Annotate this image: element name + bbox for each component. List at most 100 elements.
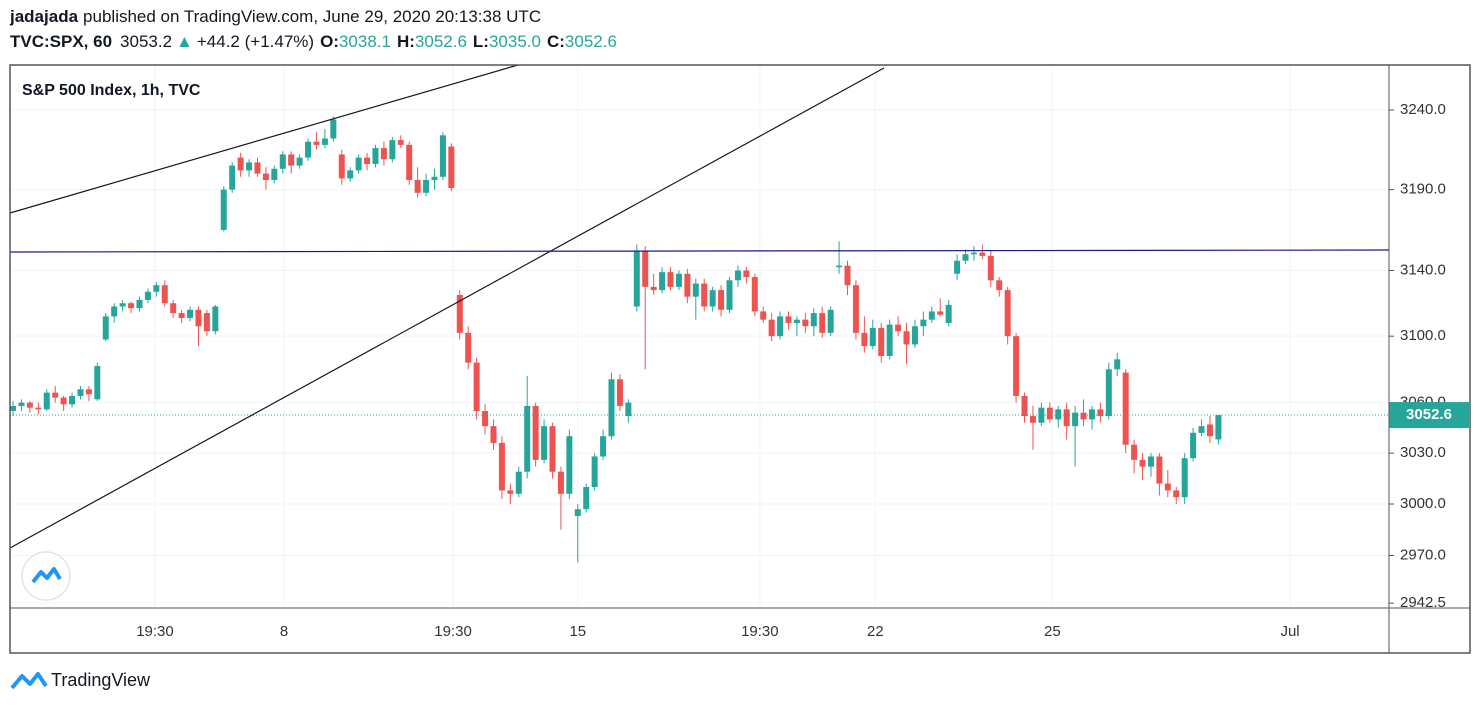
candle-body xyxy=(793,319,800,323)
candle-body xyxy=(1131,444,1138,460)
close-label: C: xyxy=(547,32,565,51)
drawings xyxy=(9,64,1390,549)
candle-body xyxy=(439,135,446,177)
candle-body xyxy=(305,141,312,158)
candle-body xyxy=(35,407,42,410)
author: jadajada xyxy=(9,7,79,26)
candle-body xyxy=(1029,416,1036,423)
candle-body xyxy=(541,426,548,460)
candle-body xyxy=(262,173,269,181)
candle-body xyxy=(954,260,961,274)
candle-body xyxy=(903,331,910,345)
y-tick-label: 2970.0 xyxy=(1400,546,1446,563)
candle-body xyxy=(1139,459,1146,467)
trend-line xyxy=(9,67,885,549)
low-label: L: xyxy=(473,32,489,51)
candle-body xyxy=(102,316,109,340)
candle-body xyxy=(937,311,944,315)
candle-body xyxy=(701,283,708,307)
candle-body xyxy=(1198,426,1205,433)
candle-body xyxy=(996,280,1003,291)
candle-body xyxy=(448,146,455,189)
candle-body xyxy=(347,170,354,179)
x-tick-label: Jul xyxy=(1280,623,1299,640)
candle-body xyxy=(608,379,615,437)
candle-body xyxy=(237,157,244,171)
last-price-box xyxy=(1389,402,1469,429)
open: 3038.1 xyxy=(339,32,391,51)
arrow: ▲ xyxy=(176,32,193,51)
candle-body xyxy=(633,250,640,307)
candle-body xyxy=(212,306,219,332)
candle-body xyxy=(616,379,623,406)
candle-body xyxy=(128,303,135,309)
x-tick-label: 25 xyxy=(1044,623,1061,640)
x-tick-label: 15 xyxy=(569,623,586,640)
candle-body xyxy=(1190,432,1197,459)
candle-body xyxy=(844,265,851,286)
x-tick-label: 22 xyxy=(867,623,884,640)
high-label: H: xyxy=(397,32,415,51)
candle-body xyxy=(43,392,50,410)
candle-body xyxy=(734,270,741,281)
candle-body xyxy=(600,436,607,457)
candle-body xyxy=(364,157,371,165)
candle-body xyxy=(819,313,826,333)
y-tick-label: 3140.0 xyxy=(1400,261,1446,278)
candle-body xyxy=(507,490,514,494)
y-tick-label: 2942.5 xyxy=(1400,594,1446,611)
candle-body xyxy=(161,285,168,304)
candle-body xyxy=(861,332,868,347)
x-tick-label: 19:30 xyxy=(741,623,779,640)
symbol: TVC:SPX, 60 xyxy=(10,32,112,51)
candle-body xyxy=(1122,372,1129,445)
candle-body xyxy=(743,270,750,278)
candle-body xyxy=(1072,412,1079,427)
candle-body xyxy=(979,252,986,256)
candle-body xyxy=(338,154,345,179)
candle-body xyxy=(878,327,885,357)
candle-body xyxy=(768,319,775,337)
candle-body xyxy=(431,176,438,181)
x-tick-label: 8 xyxy=(280,623,288,640)
candle-body xyxy=(77,389,84,396)
candle-body xyxy=(482,411,489,427)
candle-body xyxy=(423,180,430,193)
published-text: published on TradingView.com, June 29, 2… xyxy=(83,7,541,26)
change: +44.2 (+1.47%) xyxy=(197,32,314,51)
candle-body xyxy=(288,154,295,166)
candle-body xyxy=(1097,409,1104,417)
candle-body xyxy=(751,277,758,312)
candle-body xyxy=(330,119,337,139)
candle-body xyxy=(490,426,497,443)
candle-body xyxy=(170,303,177,314)
candle-body xyxy=(532,405,539,460)
quote-line: TVC:SPX, 60 3053.2 ▲ +44.2 (+1.47%) O:3038.1… xyxy=(10,32,617,51)
footer-icon xyxy=(10,672,48,690)
candle-body xyxy=(195,309,202,327)
candle-body xyxy=(1105,369,1112,417)
candle-body xyxy=(296,157,303,166)
candle-body xyxy=(372,148,379,165)
candle-body xyxy=(111,306,118,317)
candle-body xyxy=(1080,412,1087,420)
candle-body xyxy=(144,291,151,300)
candle-body xyxy=(566,436,573,494)
candle-body xyxy=(692,283,699,297)
candle-body xyxy=(574,509,581,516)
candle-body xyxy=(85,389,92,395)
candle-body xyxy=(60,397,67,405)
candle-body xyxy=(1021,395,1028,417)
low: 3035.0 xyxy=(489,32,541,51)
footer-logo: TradingView xyxy=(10,670,151,690)
y-tick-label: 3190.0 xyxy=(1400,181,1446,198)
candle-body xyxy=(709,290,716,307)
candle-body xyxy=(650,286,657,291)
candle-body xyxy=(684,273,691,297)
candle-body xyxy=(473,362,480,412)
candle-body xyxy=(886,324,893,357)
candle-body xyxy=(406,144,413,181)
y-tick-label: 3100.0 xyxy=(1400,327,1446,344)
publish-line: jadajada published on TradingView.com, Ju… xyxy=(9,7,541,26)
